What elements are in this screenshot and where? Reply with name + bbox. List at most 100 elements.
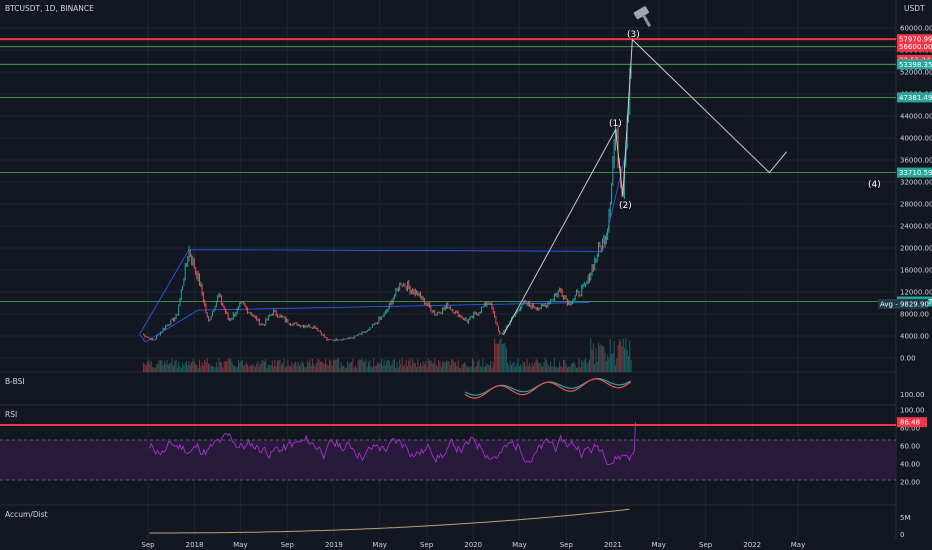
volume-bar [469,367,471,372]
time-tick: May [651,541,665,549]
volume-bar [518,366,520,372]
volume-bar [270,365,272,372]
volume-bar [474,367,476,372]
bbsi-title: B-BSI [5,377,25,386]
volume-bar [328,359,330,372]
volume-bar [305,367,307,372]
volume-bar [423,364,425,372]
volume-bar [592,343,594,372]
volume-bar [193,361,195,372]
volume-bar [483,366,485,372]
volume-bar [560,366,562,372]
volume-bar [447,361,449,372]
volume-bar [453,362,455,372]
volume-bar [581,360,583,372]
volume-bar [224,360,226,372]
volume-bar [600,344,602,372]
volume-bar [367,362,369,372]
price-axis[interactable]: 60000.0056000.0052000.0048000.0044000.00… [900,25,932,363]
price-tag: 53398.35 [899,61,932,69]
volume-bar [479,366,481,372]
volume-bar [231,361,233,372]
volume-bar [157,363,159,372]
volume-bar [192,359,194,372]
time-axis[interactable]: Sep 2018 May Sep 2019 May Sep 2020 May Sep 2021 May… [141,541,805,549]
volume-bar [258,366,260,372]
volume-bar [533,365,535,372]
volume-bar [150,361,152,372]
volume-bar [608,358,610,372]
volume-bar [503,343,505,372]
volume-bar [340,361,342,372]
volume-bar [599,346,601,372]
volume-bar [572,363,574,372]
volume-bar [254,367,256,372]
volume-bar [319,361,321,372]
volume-bar [201,362,203,372]
volume-bar [561,366,563,372]
volume-bar [222,367,224,372]
volume-bar [300,363,302,372]
elliott-wave-path [502,38,787,336]
volume-bar [341,365,343,372]
accum-tick-0: 0 [900,531,904,539]
gavel-icon[interactable] [633,6,655,30]
symbol-title[interactable]: BTCUSDT, 1D, BINANCE [5,4,94,13]
volume-bar [508,365,510,372]
price-tick: 44000.00 [900,113,932,121]
volume-bar [267,364,269,372]
volume-bar [539,362,541,372]
volume-bar [263,361,265,372]
volume-bar [464,361,466,372]
volume-bar [482,358,484,372]
volume-bar [548,366,550,372]
volume-bar [626,349,628,372]
volume-bar [473,360,475,372]
volume-bar [284,367,286,372]
volume-bar [491,367,493,372]
time-tick: 2019 [325,541,343,549]
volume-bar [280,365,282,372]
volume-bar [332,359,334,372]
volume-bar [435,364,437,372]
volume-bar [217,367,219,372]
volume-bar [380,358,382,372]
volume-bar [292,365,294,372]
volume-bar [590,338,592,372]
rsi-value-tag-bg [897,417,927,428]
volume-bar [497,343,499,372]
volume-bar [357,360,359,372]
volume-bar [448,361,450,372]
volume-bar [586,363,588,372]
volume-bar [161,360,163,372]
volume-bar [223,361,225,372]
volume-bar [230,358,232,372]
rsi-band [0,440,896,480]
volume-bar [477,361,479,372]
volume-bar [374,365,376,372]
volume-bar [261,360,263,372]
volume-bar [360,359,362,372]
volume-bar [171,358,173,372]
volume-bar [562,359,564,372]
volume-bar [253,365,255,372]
volume-bar [338,358,340,372]
time-tick: May [372,541,386,549]
volume-bar [306,360,308,372]
volume-bar [432,363,434,372]
volume-bar [198,359,200,372]
volume-bar [180,367,182,372]
channel-edge [139,334,146,343]
volume-bar [445,360,447,372]
volume-bar [609,338,611,372]
volume-bar [526,358,528,372]
volume-bar [556,367,558,372]
bbsi-tick: 100.00 [900,391,925,399]
volume-bar [438,360,440,372]
volume-bar [182,362,184,372]
price-tick: 12000.00 [900,289,932,297]
volume-bar [239,362,241,372]
volume-bar [166,360,168,372]
volume-bar [187,364,189,372]
